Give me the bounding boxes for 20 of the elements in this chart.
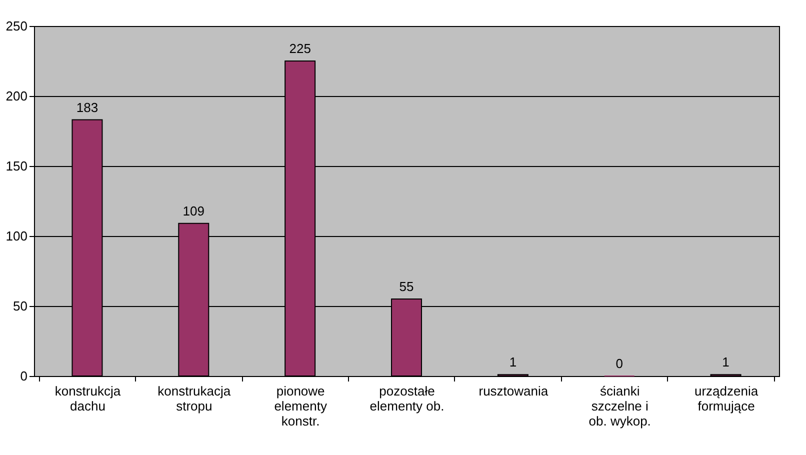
y-tick-label: 0 — [20, 368, 28, 384]
x-tick-label: rusztowania — [478, 384, 549, 398]
x-tick-label: konstrukcja dachu — [54, 384, 122, 414]
data-label: 109 — [182, 203, 204, 218]
x-tick-label: konstrukacja stropu — [158, 384, 232, 414]
x-tick-label: pionowe elementy konstr. — [274, 384, 328, 428]
data-label: 1 — [509, 354, 517, 370]
y-tick-label: 250 — [6, 18, 28, 34]
data-label: 0 — [616, 356, 623, 371]
data-label: 225 — [289, 41, 311, 56]
data-label: 183 — [76, 100, 98, 115]
data-label: 55 — [399, 279, 414, 294]
y-tick-label: 200 — [6, 88, 28, 104]
x-tick-label: ścianki szczelne i ob. wykop. — [588, 384, 651, 428]
x-tick-label: pozostałe elementy ob. — [370, 384, 444, 414]
data-label: 1 — [722, 354, 730, 370]
y-tick-label: 100 — [6, 228, 28, 244]
y-tick-label: 50 — [13, 298, 28, 314]
x-tick-label: urządzenia formujące — [694, 384, 759, 414]
y-tick-label: 150 — [6, 158, 28, 174]
